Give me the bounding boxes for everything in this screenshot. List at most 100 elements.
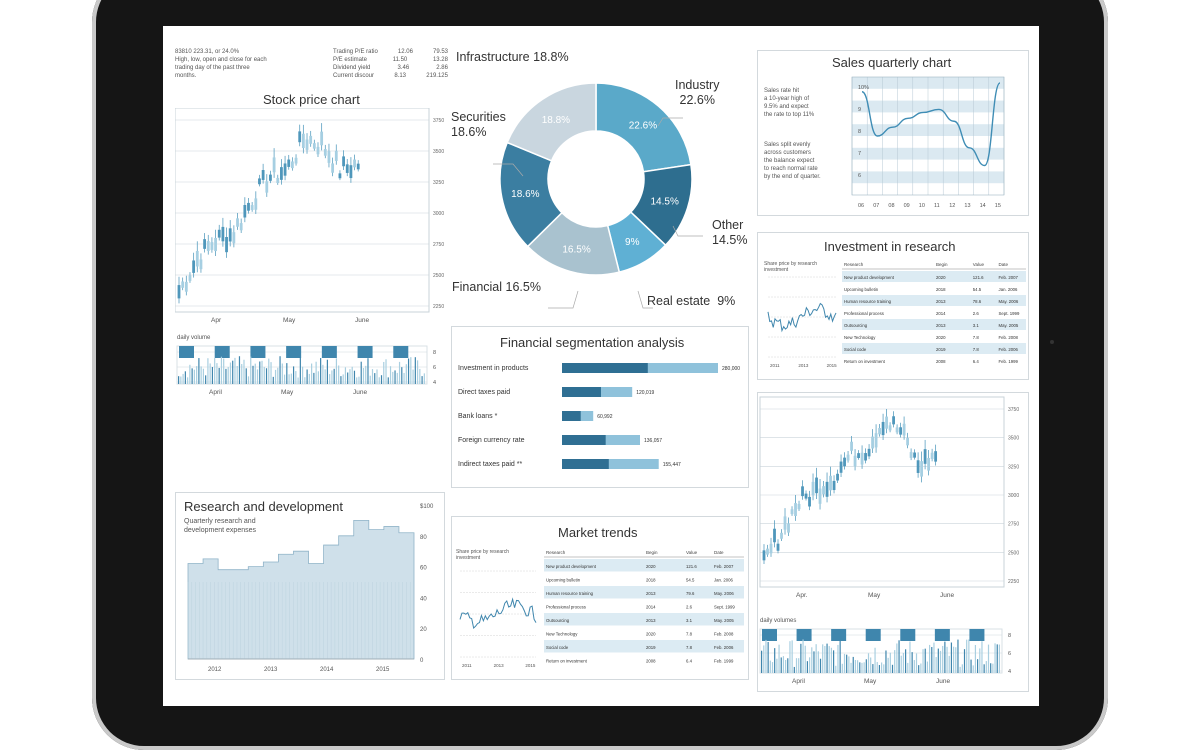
- volume-bar: [798, 658, 800, 673]
- candle-body: [312, 143, 316, 149]
- volume-bar: [385, 359, 387, 384]
- segment-bar-light: [562, 459, 659, 469]
- market-trends-panel: Market trends Share price by research inv…: [451, 516, 749, 680]
- volume-bar: [342, 374, 344, 384]
- volume-bar: [232, 360, 234, 384]
- table-row: [544, 626, 744, 639]
- candle-body: [217, 229, 221, 238]
- ticker-line: High, low, open and close for each: [175, 57, 267, 63]
- ratio-value: 3.46: [397, 65, 410, 71]
- candle-body: [287, 159, 291, 167]
- sales-y-tick: 10%: [858, 85, 869, 91]
- volume-bar: [236, 366, 238, 384]
- volume-bar: [340, 376, 342, 384]
- segment-label: Foreign currency rate: [458, 437, 525, 444]
- volume-bar: [412, 369, 414, 384]
- volume-bar: [968, 639, 970, 673]
- volume-bar: [380, 375, 383, 384]
- volume-bar: [789, 641, 791, 673]
- volume-bar: [948, 655, 950, 673]
- volume-bar: [937, 648, 939, 673]
- volume-block: [286, 346, 302, 358]
- sales-x-tick: 08: [888, 203, 894, 209]
- market-mini-chart: 2011 2013 2015: [459, 570, 537, 668]
- volume-bar: [376, 369, 378, 384]
- candle-body: [323, 149, 327, 156]
- donut-slice-label: 18.6%: [511, 189, 539, 200]
- volume-bar: [944, 641, 946, 673]
- segment-bar-dark: [562, 435, 606, 445]
- ticker-line: months.: [175, 73, 197, 79]
- table-cell: 2013: [936, 323, 946, 328]
- candle-body: [261, 170, 265, 180]
- table-row: [544, 559, 744, 572]
- candle-body: [283, 163, 287, 176]
- table-header: Value: [973, 262, 985, 267]
- candle-body: [794, 503, 797, 517]
- ratio-label: Trading P/E ratio: [333, 49, 378, 55]
- sales-line: [861, 82, 1001, 167]
- volume-bar: [896, 643, 898, 673]
- rd-y-tick: 0: [420, 658, 424, 664]
- volume-bar: [378, 377, 380, 384]
- plot-frame: [175, 108, 430, 313]
- volume-bar: [218, 367, 220, 384]
- volume-bar: [389, 366, 392, 384]
- volume-bar: [311, 363, 313, 384]
- volume-bar: [891, 664, 894, 673]
- volume-bar: [859, 662, 861, 673]
- sales-line-chart: 10% 9 8 7 6 06 07 08 09 10 11 12 13 14 15: [851, 76, 1005, 209]
- candle-body: [221, 226, 225, 242]
- table-cell: May. 2006: [714, 591, 734, 596]
- volume-bar: [767, 641, 769, 673]
- volume-bar: [985, 661, 987, 673]
- investment-table: Research Begin Value Date New product develo…: [842, 262, 1026, 366]
- candle-body: [801, 486, 804, 497]
- candle-body: [836, 473, 839, 481]
- volume-y-tick: 6: [433, 365, 436, 371]
- candle-body: [272, 157, 276, 173]
- volume-bar: [920, 663, 922, 673]
- volume-x-label: April: [209, 389, 223, 396]
- table-header: Date: [714, 550, 724, 555]
- table-cell: 54.5: [686, 578, 695, 583]
- volume-block: [250, 346, 266, 358]
- volume-bar: [787, 658, 789, 673]
- volume-bar: [885, 650, 887, 673]
- table-cell: Sept. 1999: [999, 311, 1020, 316]
- volume-bar: [881, 662, 883, 673]
- volume-bar: [771, 662, 774, 673]
- table-cell: Jan. 2006: [714, 578, 733, 583]
- rd-x-tick: 2014: [320, 667, 334, 673]
- candle-body: [232, 232, 236, 244]
- volume-bar: [935, 657, 937, 673]
- table-cell: 6.4: [973, 359, 980, 364]
- volume-bar: [371, 369, 374, 384]
- volume-x-label: April: [792, 678, 806, 685]
- volume-bar: [835, 665, 837, 673]
- volume-bar: [302, 366, 304, 384]
- volume-x-label: June: [353, 389, 367, 396]
- volume-bar: [407, 358, 410, 384]
- volume-bar: [946, 646, 948, 673]
- volume-bar: [922, 649, 924, 673]
- candle-body: [878, 427, 881, 435]
- volume-block: [357, 346, 373, 358]
- candle-body: [228, 228, 232, 242]
- y-tick-label: 3750: [433, 118, 444, 124]
- table-cell: 2014: [646, 605, 656, 610]
- volume-bar: [268, 358, 270, 384]
- candle-body: [773, 528, 776, 543]
- rd-y-tick: 80: [420, 535, 427, 541]
- volume-bar: [822, 644, 824, 673]
- volume-bar: [996, 644, 998, 673]
- segmentation-bar-chart: Investment in products 280,000 Direct taxe…: [458, 363, 740, 469]
- segment-bar-dark: [562, 387, 601, 397]
- volume-bar: [815, 644, 817, 673]
- candle-body: [239, 223, 243, 231]
- table-cell: 2019: [936, 347, 946, 352]
- mini-x-label: 2013: [798, 363, 809, 368]
- candle-body: [888, 425, 892, 431]
- volume-bar: [243, 359, 245, 384]
- candle-body: [290, 161, 294, 169]
